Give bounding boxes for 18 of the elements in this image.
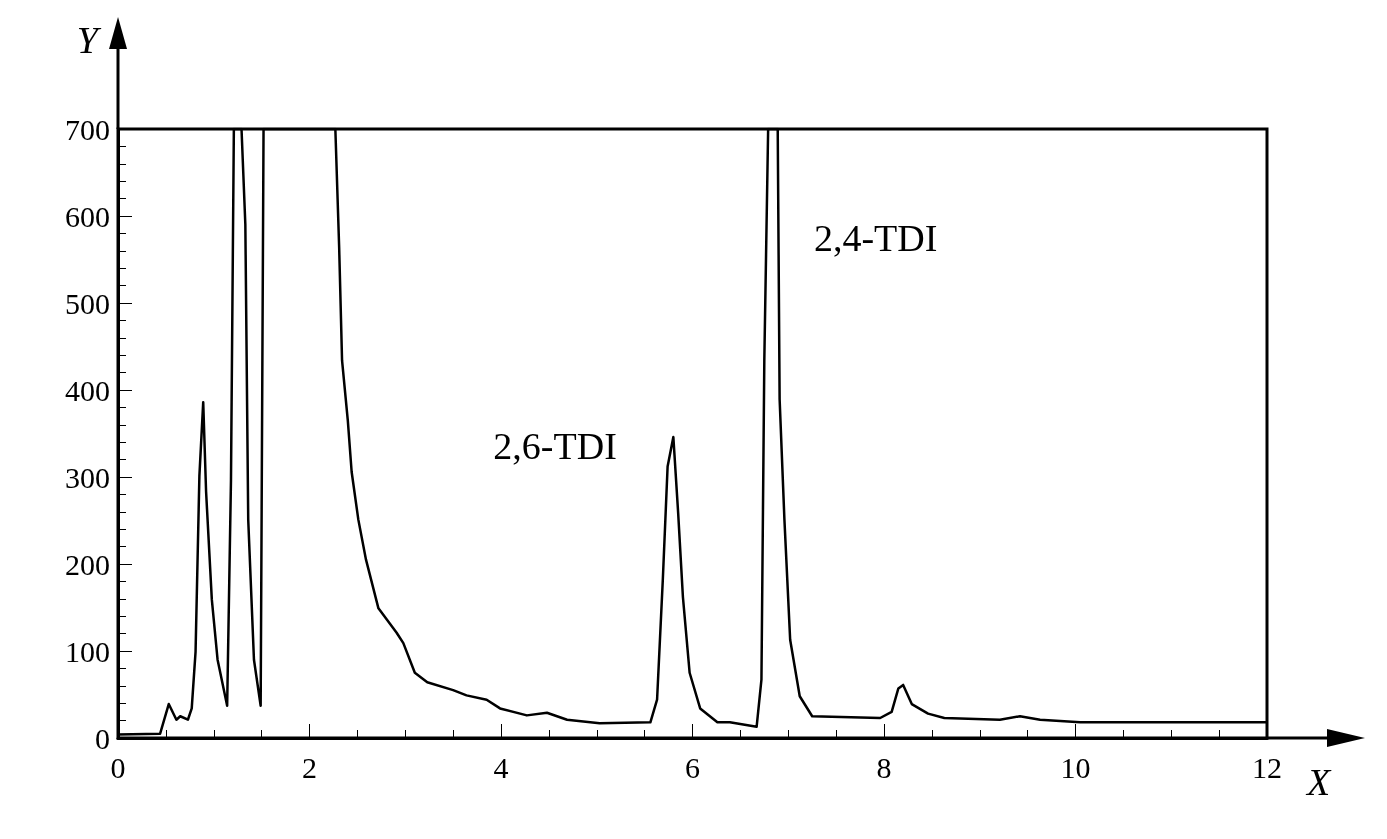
x-tick-label: 2 <box>302 750 317 784</box>
x-tick-label: 6 <box>685 750 700 784</box>
y-tick-label: 400 <box>65 373 110 407</box>
x-tick-label: 12 <box>1252 750 1282 784</box>
x-tick-label: 10 <box>1060 750 1091 784</box>
x-axis-title: X <box>1305 761 1332 803</box>
y-tick-label: 200 <box>65 547 110 581</box>
x-tick-label: 4 <box>493 750 509 784</box>
y-tick-label: 700 <box>65 112 110 146</box>
y-tick-label: 100 <box>65 634 110 668</box>
y-tick-label: 600 <box>65 199 110 233</box>
annotation: 2,6-TDI <box>493 424 617 467</box>
annotation: 2,4-TDI <box>813 217 938 259</box>
y-tick-label: 300 <box>65 460 110 494</box>
x-tick-label: 8 <box>876 750 892 784</box>
y-axis-title: Y <box>76 19 102 61</box>
y-tick-label: 0 <box>95 721 110 755</box>
y-tick-label: 500 <box>65 286 110 320</box>
